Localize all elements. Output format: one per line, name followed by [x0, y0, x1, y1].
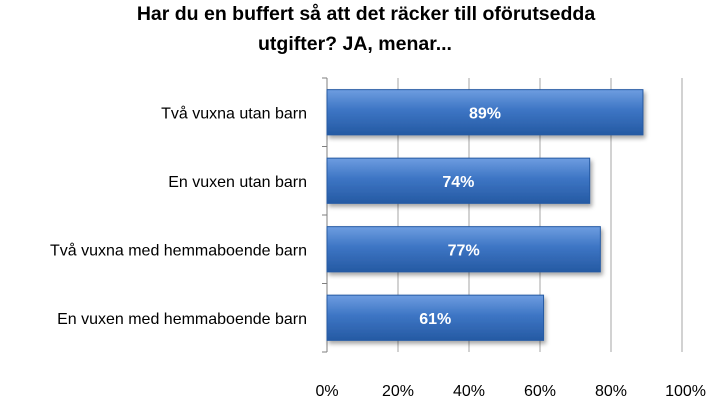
- bar: [326, 294, 545, 341]
- category-label: En vuxen med hemmaboende barn: [57, 311, 307, 328]
- category-label: Två vuxna med hemmaboende barn: [50, 241, 307, 259]
- x-tick-labels: 0% 20% 40% 60% 80% 100%: [315, 383, 706, 400]
- x-tick-label: 20%: [382, 383, 414, 400]
- x-tick-label: 60%: [524, 383, 556, 400]
- bar-data-label: 77%: [448, 242, 480, 259]
- category-labels: Två vuxna utan barn En vuxen utan barn Två…: [50, 104, 307, 328]
- x-tick-label: 100%: [665, 383, 706, 400]
- chart-title-line-2: utgifter? JA, menar...: [258, 33, 452, 55]
- bar: [326, 89, 644, 136]
- x-tick-label: 80%: [595, 383, 627, 400]
- category-label: Två vuxna utan barn: [161, 104, 307, 122]
- chart-title-line-1: Har du en buffert så att det räcker till…: [136, 3, 596, 25]
- bar: [326, 157, 591, 204]
- category-label: En vuxen utan barn: [168, 174, 307, 191]
- bar-data-label: 89%: [469, 105, 501, 122]
- bars: 89% 74% 77% 61%: [326, 89, 644, 341]
- x-tick-label: 40%: [453, 383, 485, 400]
- x-tick-label: 0%: [315, 383, 338, 400]
- bar: [326, 226, 601, 273]
- bar-data-label: 61%: [419, 311, 451, 328]
- bar-data-label: 74%: [442, 174, 474, 191]
